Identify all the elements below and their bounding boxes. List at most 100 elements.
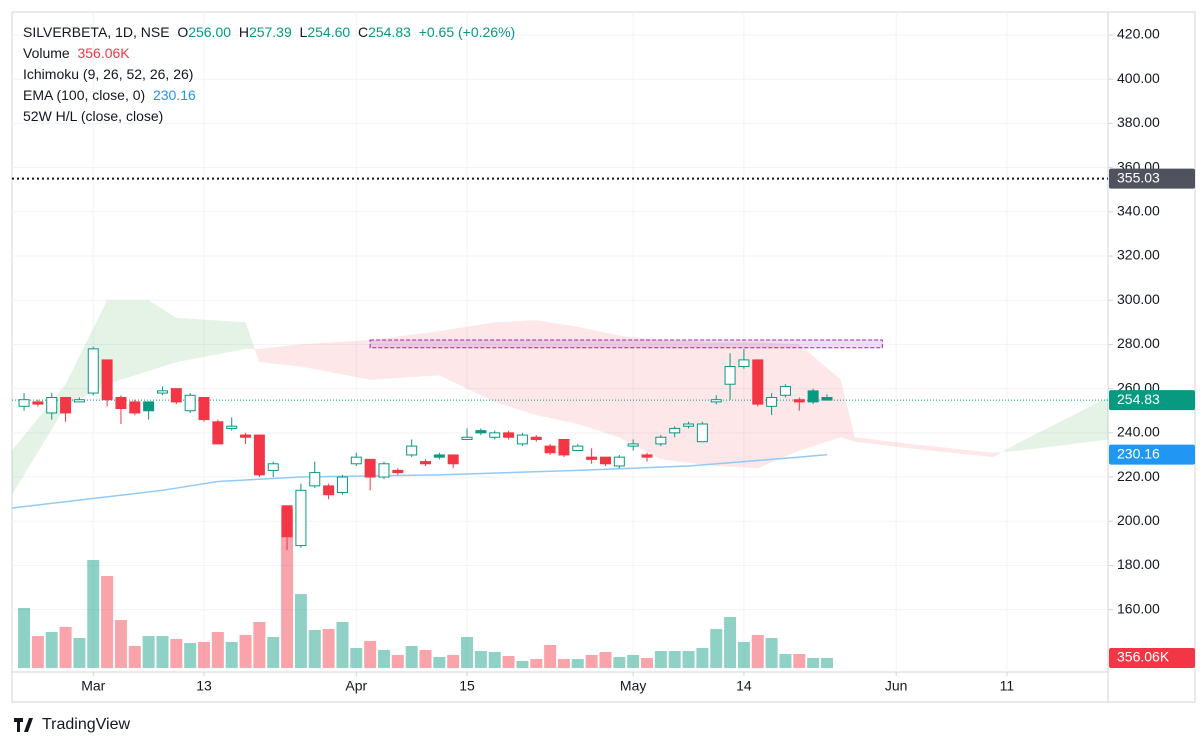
y-tick-label: 280.00 (1117, 335, 1160, 351)
indicator-name: EMA (100, close, 0) (23, 87, 146, 103)
ohlc-key: H (238, 24, 249, 40)
candle-body (461, 436, 473, 440)
candle-body (32, 401, 44, 405)
cloud-segment (494, 320, 537, 416)
y-tick-label: 160.00 (1117, 600, 1160, 616)
ohlc-value: 257.39 (248, 24, 292, 40)
candle-body (143, 401, 155, 412)
volume-bar (627, 654, 640, 668)
candle-body (73, 399, 85, 403)
candle-body (807, 390, 819, 403)
indicator: 52W H/L (close, close) (23, 106, 515, 127)
candle-body (683, 423, 695, 427)
candle-body (309, 472, 321, 487)
volume-bar (294, 594, 307, 668)
candle-body (323, 485, 335, 496)
volume-bar (571, 659, 584, 668)
candle-body (350, 456, 362, 465)
cloud-segment (176, 317, 246, 363)
ohlc-value: 256.00 (188, 24, 232, 40)
ema-line (11, 453, 828, 509)
volume-bar (710, 629, 723, 668)
volume-bar (198, 641, 211, 668)
candle-body (558, 438, 570, 456)
volume-bar (350, 648, 363, 668)
candle-body (433, 454, 445, 458)
cloud-segment (148, 300, 177, 371)
volume-bar (696, 648, 709, 668)
brand-name: TradingView (42, 716, 131, 733)
volume-bar (31, 636, 44, 668)
price-tag-label: 355.03 (1117, 169, 1160, 185)
candle-body (198, 396, 210, 421)
volume-bar (654, 651, 667, 668)
volume-bar (364, 641, 377, 668)
volume-bar (530, 659, 543, 668)
volume-bar (502, 656, 515, 668)
x-tick-label: 13 (196, 678, 212, 694)
cloud-segment (577, 326, 620, 438)
candle-body (447, 454, 459, 465)
volume-bar (336, 621, 349, 668)
ichimoku-cloud (12, 300, 1108, 495)
volume-bar (170, 639, 183, 668)
ohlc-value: 254.83 (368, 24, 411, 40)
change: +0.65 (+0.26%) (418, 24, 516, 40)
cloud-segment (619, 335, 661, 460)
candle-body (641, 454, 653, 458)
candle-body (544, 445, 556, 454)
cloud-segment (107, 300, 149, 385)
candle-body (253, 434, 265, 476)
volume-bar (419, 649, 432, 668)
price-tag (1109, 168, 1195, 189)
candle-body (267, 463, 279, 471)
cloud-segment (993, 452, 1003, 458)
price-tag-label: 254.83 (1117, 391, 1160, 407)
candle-body (364, 458, 376, 478)
y-tick-label: 380.00 (1117, 114, 1160, 130)
candle-body (489, 432, 501, 438)
y-tick-label: 240.00 (1117, 424, 1160, 440)
ohlc-key: O (177, 24, 189, 40)
volume (18, 508, 833, 668)
volume-bar (737, 641, 750, 668)
volume-bar (267, 636, 280, 668)
symbol-row: SILVERBETA, 1D, NSE O256.00 H257.39 L254… (23, 22, 515, 43)
plot (11, 177, 1108, 550)
candle-body (378, 463, 390, 478)
y-tick-label: 340.00 (1117, 203, 1160, 219)
candle-body (46, 396, 58, 414)
ohlc-key: L (299, 24, 308, 40)
volume-bar (516, 661, 529, 668)
candle-body (87, 348, 99, 394)
candle-body (336, 476, 348, 494)
candle-body (226, 425, 238, 429)
volume-bar (765, 638, 778, 668)
volume-bar (142, 636, 155, 668)
candle-body (503, 432, 515, 438)
volume-bar (253, 621, 266, 668)
indicator: Ichimoku (9, 26, 52, 26, 26) (23, 64, 515, 85)
x-tick-label: Jun (885, 678, 908, 694)
x-tick-label: 15 (459, 678, 475, 694)
cloud-segment (757, 342, 800, 469)
y-tick-label: 300.00 (1117, 291, 1160, 307)
volume-bar (668, 651, 681, 668)
volume-bar (807, 658, 820, 668)
candle-body (793, 399, 805, 403)
indicator: EMA (100, close, 0) 230.16 (23, 85, 515, 106)
cloud-segment (259, 344, 301, 367)
candle-body (170, 388, 182, 403)
candle-body (627, 443, 639, 447)
cloud-segment (300, 340, 371, 380)
y-tick-label: 220.00 (1117, 468, 1160, 484)
cloud-segment (910, 443, 994, 458)
candle-body (240, 434, 252, 438)
volume-bar (59, 626, 72, 668)
candle-body (406, 445, 418, 456)
x-tick-label: Mar (81, 678, 105, 694)
indicator-name: 52W H/L (close, close) (23, 108, 164, 124)
candle-body (738, 359, 750, 368)
y-tick-label: 200.00 (1117, 512, 1160, 528)
